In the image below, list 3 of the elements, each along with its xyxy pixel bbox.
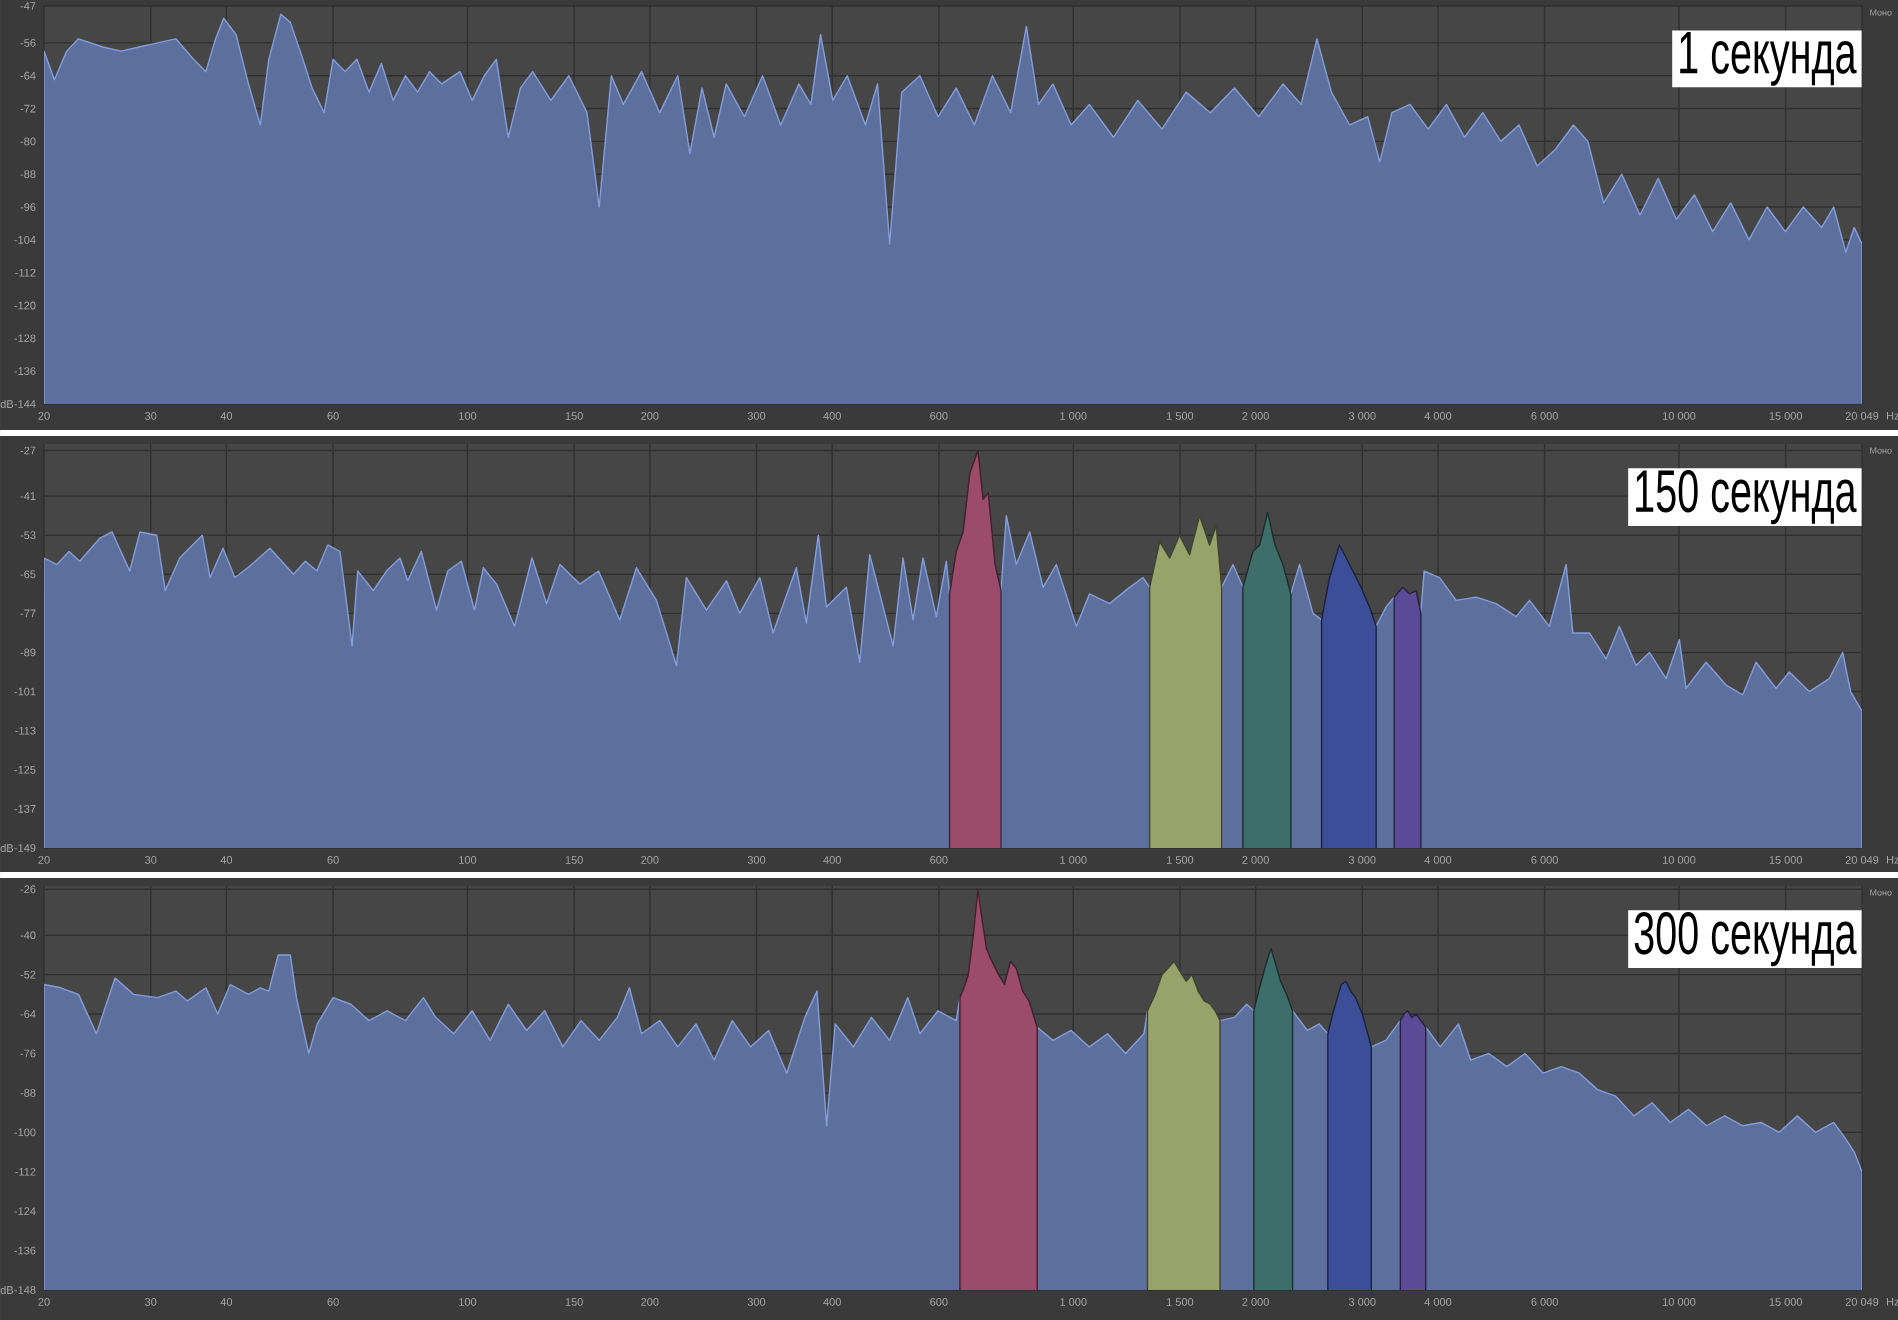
chart-title: 1 секунда [1680, 31, 1857, 86]
chart-title: 150 секунда [1636, 469, 1857, 525]
chart-title: 300 секунда [1634, 911, 1857, 967]
